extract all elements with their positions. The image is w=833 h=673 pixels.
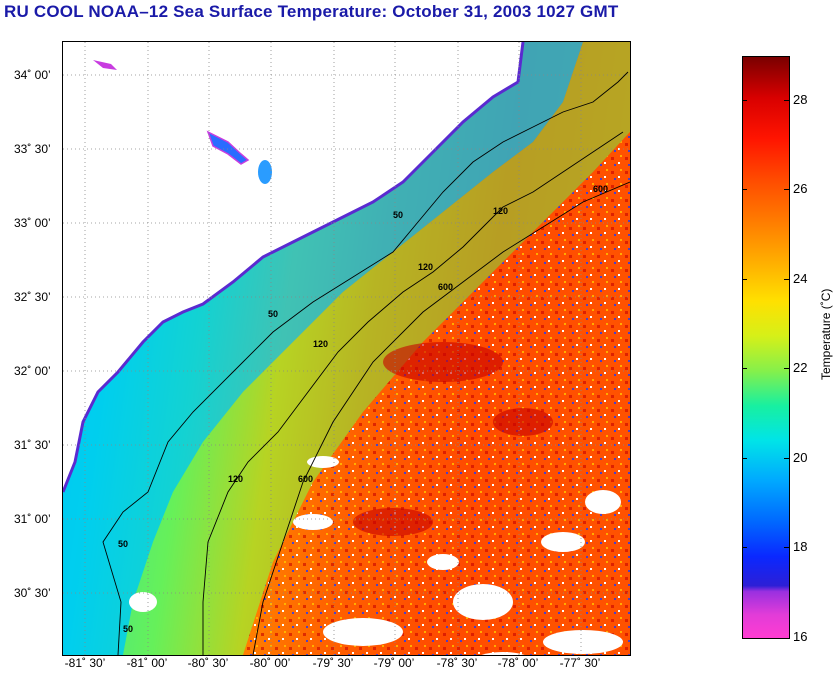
colorbar-tick-mark [784, 368, 789, 369]
lon-label-80-30: -80˚ 30’ [187, 656, 229, 670]
contour-label-600b: 600 [438, 282, 453, 292]
colorbar-tick-mark [742, 279, 747, 280]
colorbar-tick-mark [742, 368, 747, 369]
map-title: RU COOL NOAA–12 Sea Surface Temperature:… [4, 2, 619, 21]
isobaths [102, 71, 630, 655]
isobath-120 [202, 131, 624, 655]
lon-label-78-00: -78˚ 00’ [497, 656, 539, 670]
nearshore-cool-band [63, 42, 583, 655]
colorbar-label-16: 16 [793, 629, 808, 644]
contour-label-600c: 600 [298, 474, 313, 484]
contour-label-50a: 50 [118, 539, 128, 549]
contour-label-50d: 50 [123, 624, 133, 634]
shelf-warm-band [123, 42, 630, 655]
warm-cores [353, 342, 553, 536]
lon-label-80-00: -80˚ 00’ [249, 656, 291, 670]
colorbar-label-28: 28 [793, 92, 808, 107]
sst-map-canvas: 50 50 50 50 120 120 120 120 600 600 600 [63, 42, 630, 655]
colorbar-tick-mark [742, 547, 747, 548]
colorbar-label-22: 22 [793, 360, 808, 375]
colorbar-tick-mark [784, 279, 789, 280]
lat-label-31-00: 31˚ 00’ [14, 512, 51, 526]
contour-label-120c: 120 [228, 474, 243, 484]
sst-map[interactable]: 50 50 50 50 120 120 120 120 600 600 600 [62, 41, 631, 656]
colorbar-axis-label: Temperature (˚C) [819, 288, 833, 380]
inland-lake-3 [93, 60, 117, 70]
lat-label-32-30: 32˚ 30’ [14, 290, 51, 304]
contour-label-120d: 120 [418, 262, 433, 272]
isobath-labels: 50 50 50 50 120 120 120 120 600 600 600 [118, 184, 608, 634]
colorbar-label-20: 20 [793, 450, 808, 465]
colorbar-label-26: 26 [793, 181, 808, 196]
lon-label-79-30: -79˚ 30’ [312, 656, 354, 670]
contour-label-50b: 50 [268, 309, 278, 319]
inland-lake [206, 130, 250, 165]
contour-label-600a: 600 [593, 184, 608, 194]
colorbar-tick-mark [784, 547, 789, 548]
lat-label-30-30: 30˚ 30’ [14, 586, 51, 600]
lon-label-81-00: -81˚ 00’ [126, 656, 168, 670]
contour-label-120a: 120 [313, 339, 328, 349]
contour-label-120b: 120 [493, 206, 508, 216]
lon-label-79-00: -79˚ 00’ [373, 656, 415, 670]
temperature-colorbar [742, 56, 790, 639]
cloud-patches [129, 456, 623, 655]
colorbar-label-24: 24 [793, 271, 808, 286]
inland-lake-2 [258, 160, 272, 184]
lon-label-81-30: -81˚ 30’ [64, 656, 106, 670]
colorbar-tick-mark [742, 100, 747, 101]
lat-label-33-00: 33˚ 00’ [14, 216, 51, 230]
graticule [63, 42, 630, 655]
contour-label-50c: 50 [393, 210, 403, 220]
lat-label-32-00: 32˚ 00’ [14, 364, 51, 378]
lat-label-33-30: 33˚ 30’ [14, 142, 51, 156]
lat-label-34-00: 34˚ 00’ [14, 68, 51, 82]
colorbar-tick-mark [784, 100, 789, 101]
colorbar-tick-mark [784, 189, 789, 190]
isobath-600 [252, 181, 630, 655]
lon-label-78-30: -78˚ 30’ [436, 656, 478, 670]
colorbar-tick-mark [742, 189, 747, 190]
lon-label-77-30: -77˚ 30’ [559, 656, 601, 670]
gulf-stream-speckle [243, 132, 630, 655]
isobath-50 [102, 71, 629, 655]
colorbar-label-18: 18 [793, 539, 808, 554]
lat-label-31-30: 31˚ 30’ [14, 438, 51, 452]
colorbar-tick-mark [784, 458, 789, 459]
colorbar-tick-mark [742, 458, 747, 459]
